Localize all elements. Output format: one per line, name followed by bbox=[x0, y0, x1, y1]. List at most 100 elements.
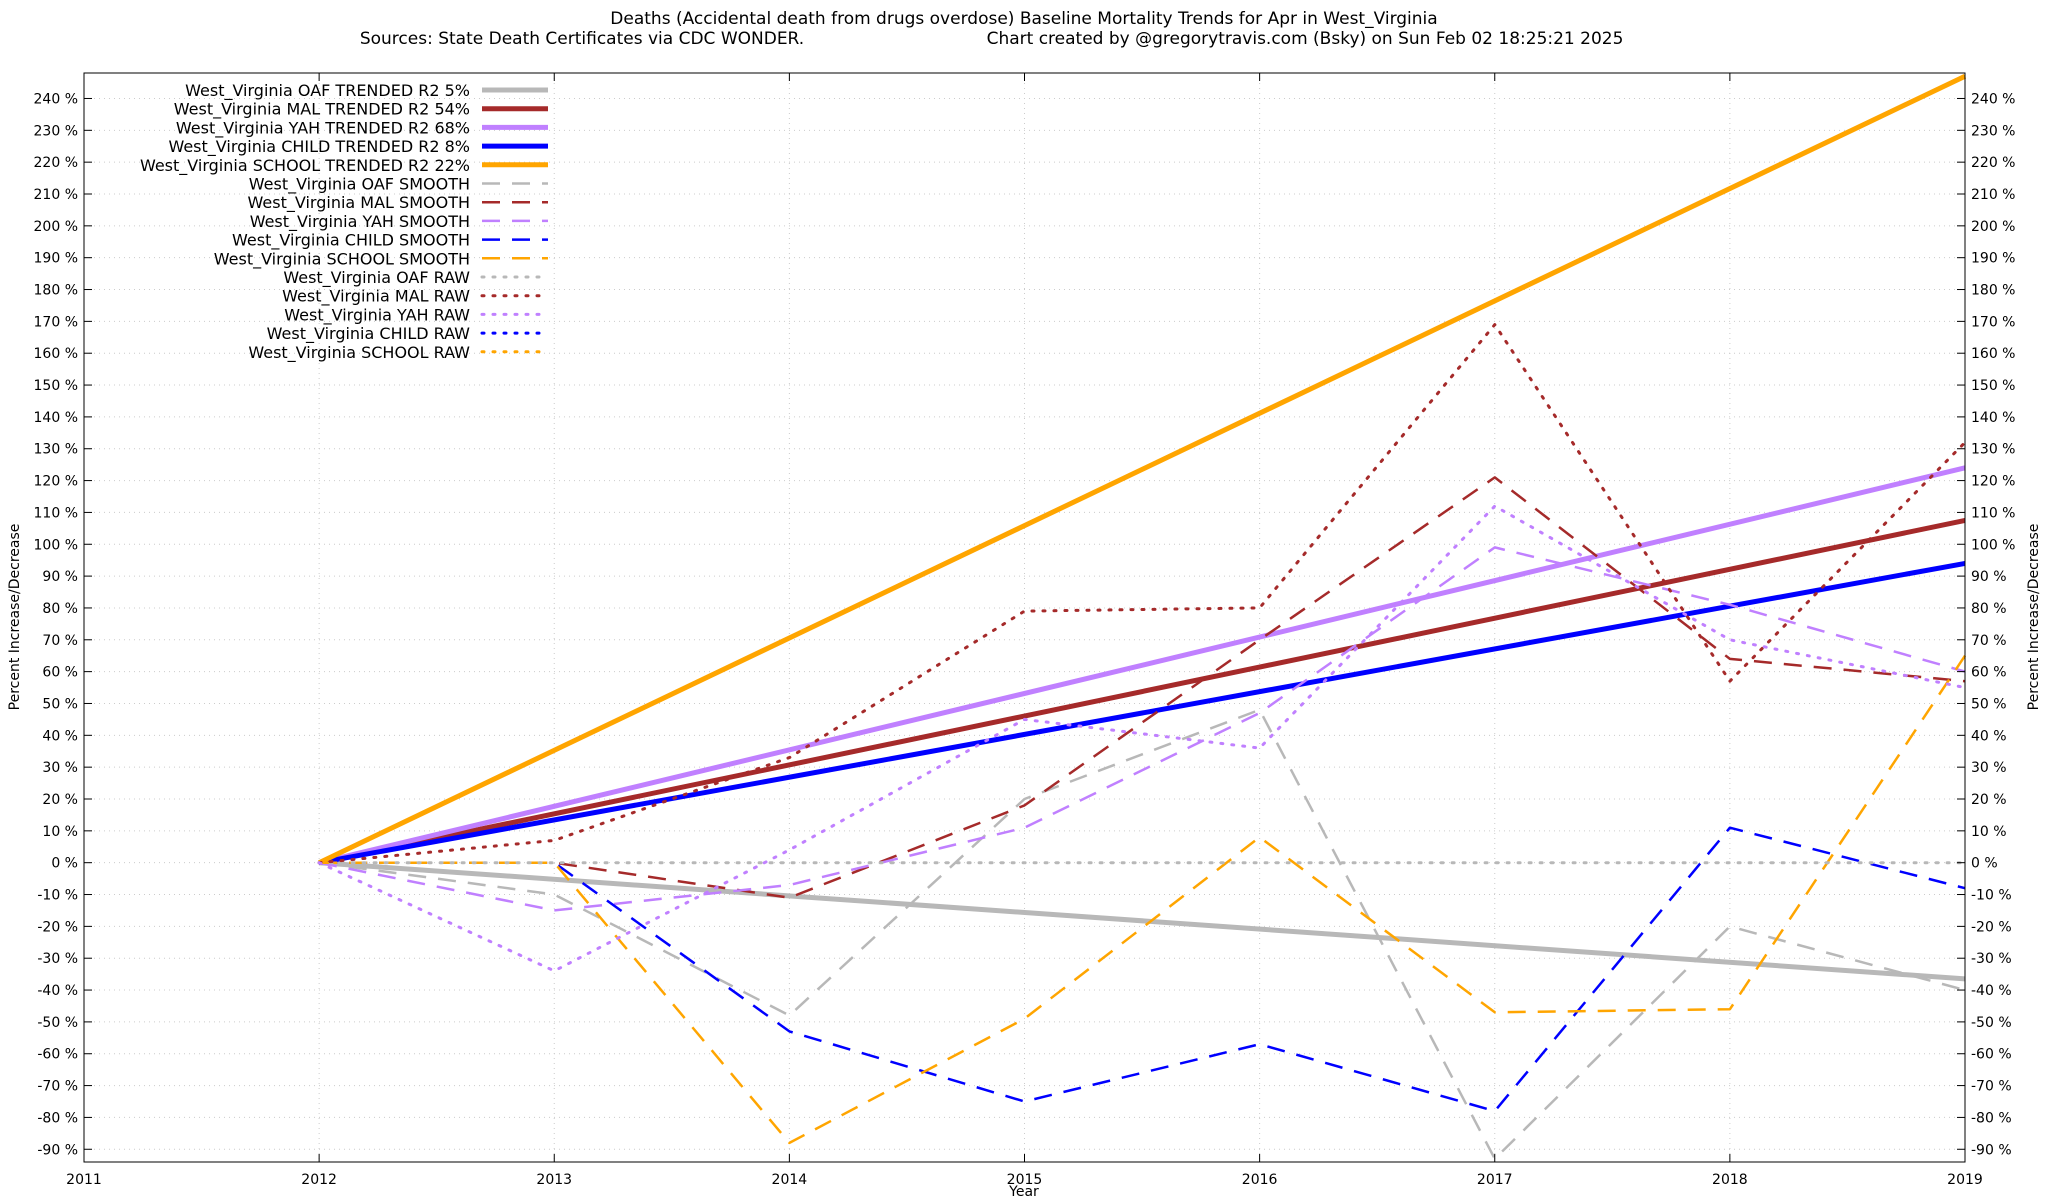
y2-tick-label: 50 % bbox=[1971, 696, 2007, 712]
x-tick-label: 2011 bbox=[66, 1172, 102, 1188]
y2-tick-label: 30 % bbox=[1971, 760, 2007, 776]
y2-tick-label: 70 % bbox=[1971, 633, 2007, 649]
y-tick-label: 110 % bbox=[34, 505, 78, 521]
y-tick-label: 30 % bbox=[42, 760, 78, 776]
y-tick-label: 230 % bbox=[34, 123, 78, 139]
x-axis-label: Year bbox=[1008, 1184, 1039, 1200]
y2-tick-label: 100 % bbox=[1971, 537, 2015, 553]
y2-tick-label: -20 % bbox=[1971, 919, 2012, 935]
y2-tick-label: -80 % bbox=[1971, 1110, 2012, 1126]
y-tick-label: 140 % bbox=[34, 410, 78, 426]
legend-label: West_Virginia CHILD RAW bbox=[267, 324, 471, 344]
y-tick-label: 220 % bbox=[34, 155, 78, 171]
y-tick-label: -40 % bbox=[37, 983, 78, 999]
y-tick-label: -80 % bbox=[37, 1110, 78, 1126]
legend-label: West_Virginia MAL RAW bbox=[282, 287, 470, 307]
x-tick-label: 2012 bbox=[301, 1172, 337, 1188]
legend-label: West_Virginia YAH RAW bbox=[284, 305, 470, 325]
legend-label: West_Virginia CHILD TRENDED R2 8% bbox=[168, 137, 470, 157]
y2-tick-label: -30 % bbox=[1971, 951, 2012, 967]
y-tick-label: -10 % bbox=[37, 888, 78, 904]
y2-tick-label: 200 % bbox=[1971, 219, 2015, 235]
series-line-west-virginia-school-trended-r2-22 bbox=[318, 73, 1967, 865]
x-tick-label: 2019 bbox=[1947, 1172, 1983, 1188]
y-tick-label: 160 % bbox=[34, 346, 78, 362]
y-tick-label: 180 % bbox=[34, 283, 78, 299]
y-tick-label: 120 % bbox=[34, 474, 78, 490]
y2-tick-label: 140 % bbox=[1971, 410, 2015, 426]
y-tick-label: 80 % bbox=[42, 601, 78, 617]
y2-tick-label: 170 % bbox=[1971, 314, 2015, 330]
x-tick-label: 2015 bbox=[1007, 1172, 1043, 1188]
y-tick-label: 190 % bbox=[34, 251, 78, 267]
series-line-west-virginia-yah-trended-r2-68 bbox=[318, 465, 1966, 866]
y2-tick-label: 180 % bbox=[1971, 283, 2015, 299]
y2-tick-label: 120 % bbox=[1971, 474, 2015, 490]
chart-title: Deaths (Accidental death from drugs over… bbox=[610, 9, 1437, 29]
y2-tick-label: 160 % bbox=[1971, 346, 2015, 362]
y2-axis-label: Percent Increase/Decrease bbox=[2026, 524, 2042, 711]
y2-tick-label: -90 % bbox=[1971, 1142, 2012, 1158]
y2-tick-label: 110 % bbox=[1971, 505, 2015, 521]
y2-tick-label: 220 % bbox=[1971, 155, 2015, 171]
legend-label: West_Virginia MAL TRENDED R2 54% bbox=[174, 100, 470, 120]
series-line-west-virginia-child-trended-r2-8 bbox=[318, 560, 1966, 866]
y-tick-label: 150 % bbox=[34, 378, 78, 394]
y-tick-label: 10 % bbox=[42, 824, 78, 840]
y2-tick-label: -40 % bbox=[1971, 983, 2012, 999]
y-tick-label: 100 % bbox=[34, 537, 78, 553]
y-tick-label: 170 % bbox=[34, 314, 78, 330]
y2-tick-label: -50 % bbox=[1971, 1015, 2012, 1031]
series-line-west-virginia-school-smooth bbox=[319, 655, 1967, 1145]
y-tick-label: -70 % bbox=[37, 1079, 78, 1095]
y2-tick-label: 80 % bbox=[1971, 601, 2007, 617]
series-line-west-virginia-oaf-smooth bbox=[318, 708, 1966, 1161]
y2-tick-label: -70 % bbox=[1971, 1079, 2012, 1095]
series-line-west-virginia-child-smooth bbox=[319, 826, 1966, 1113]
y-tick-label: 90 % bbox=[42, 569, 78, 585]
y2-tick-label: 90 % bbox=[1971, 569, 2007, 585]
legend-label: West_Virginia OAF SMOOTH bbox=[249, 175, 470, 195]
y-tick-label: 130 % bbox=[34, 442, 78, 458]
x-tick-label: 2017 bbox=[1477, 1172, 1513, 1188]
y2-tick-label: 20 % bbox=[1971, 792, 2007, 808]
series-line-west-virginia-mal-raw bbox=[317, 323, 1967, 865]
legend-label: West_Virginia YAH SMOOTH bbox=[250, 212, 470, 232]
legend-label: West_Virginia SCHOOL TRENDED R2 22% bbox=[140, 156, 470, 176]
y2-tick-label: 150 % bbox=[1971, 378, 2015, 394]
series-line-west-virginia-mal-smooth bbox=[319, 476, 1966, 899]
legend-label: West_Virginia MAL SMOOTH bbox=[248, 193, 470, 213]
x-tick-label: 2016 bbox=[1242, 1172, 1278, 1188]
x-tick-label: 2014 bbox=[772, 1172, 808, 1188]
y2-tick-label: 230 % bbox=[1971, 123, 2015, 139]
y2-tick-label: 0 % bbox=[1971, 856, 1998, 872]
y-tick-label: -30 % bbox=[37, 951, 78, 967]
x-tick-label: 2013 bbox=[536, 1172, 572, 1188]
y-tick-label: -90 % bbox=[37, 1142, 78, 1158]
y2-tick-label: 40 % bbox=[1971, 728, 2007, 744]
y2-tick-label: 10 % bbox=[1971, 824, 2007, 840]
y-tick-label: 0 % bbox=[51, 856, 78, 872]
y2-tick-label: 190 % bbox=[1971, 251, 2015, 267]
series-layer bbox=[317, 73, 1967, 1161]
y2-tick-label: -60 % bbox=[1971, 1047, 2012, 1063]
chart-subtitle-credit: Chart created by @gregorytravis.com (Bsk… bbox=[987, 29, 1624, 49]
series-line-west-virginia-mal-trended-r2-54 bbox=[318, 517, 1966, 866]
y2-tick-label: 210 % bbox=[1971, 187, 2015, 203]
y2-tick-label: -10 % bbox=[1971, 888, 2012, 904]
y-tick-label: 60 % bbox=[42, 665, 78, 681]
y-tick-label: 50 % bbox=[42, 696, 78, 712]
legend-label: West_Virginia OAF RAW bbox=[283, 268, 470, 288]
axis-ticks: -90 % -90 % -80 % -80 % -70 % -70 % -60 % -60 %… bbox=[34, 73, 2015, 1188]
legend: West_Virginia OAF TRENDED R2 5%West_Virg… bbox=[140, 81, 550, 363]
legend-label: West_Virginia YAH TRENDED R2 68% bbox=[176, 118, 470, 138]
legend-label: West_Virginia SCHOOL RAW bbox=[248, 343, 470, 363]
y-tick-label: -20 % bbox=[37, 919, 78, 935]
legend-label: West_Virginia OAF TRENDED R2 5% bbox=[185, 81, 470, 101]
y-tick-label: 70 % bbox=[42, 633, 78, 649]
legend-label: West_Virginia CHILD SMOOTH bbox=[232, 231, 470, 251]
y2-tick-label: 130 % bbox=[1971, 442, 2015, 458]
x-tick-label: 2018 bbox=[1712, 1172, 1748, 1188]
series-line-west-virginia-oaf-trended-r2-5 bbox=[318, 860, 1966, 982]
